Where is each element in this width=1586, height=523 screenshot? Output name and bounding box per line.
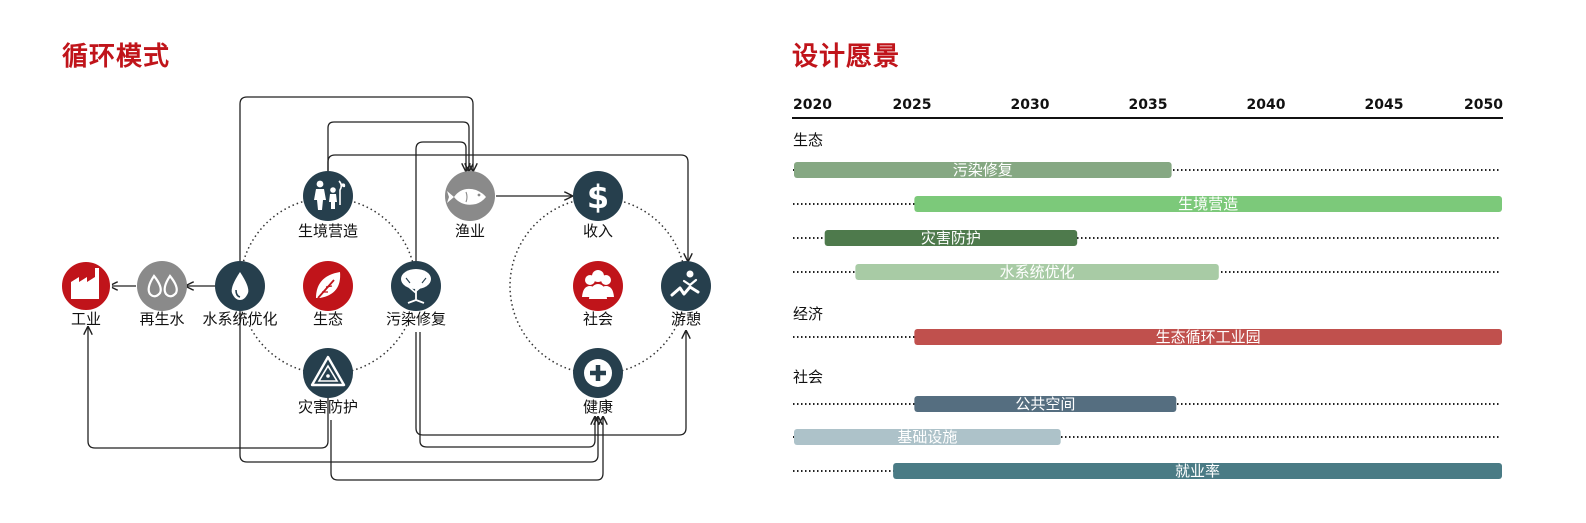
node-fishery: 渔业 [445,171,495,240]
right-title: 设计愿景 [792,42,901,72]
timeline-bar [794,429,1061,445]
label-remediation: 污染修复 [386,310,446,328]
connector-remediation-to-fishery [415,141,466,262]
node-ecology: 生态 [303,261,353,328]
year-tick-label: 2050 [1464,97,1503,113]
year-tick-label: 2045 [1365,97,1404,113]
connector-disaster-to-health [330,417,603,481]
timeline-bar [914,329,1502,345]
group-icon [582,270,614,299]
year-tick-label: 2040 [1247,97,1286,113]
node-remediation: 污染修复 [386,261,446,328]
year-tick-label: 2020 [793,97,832,113]
timeline-bar [794,162,1172,178]
tree-icon [401,269,431,304]
node-health: 健康 [573,348,623,416]
timeline-bar [914,196,1502,212]
timeline-bar-label: 生境营造 [1178,195,1238,213]
label-recreation: 游憩 [671,310,701,328]
label-habitat: 生境营造 [298,222,358,240]
timeline-bar-label: 灾害防护 [921,229,981,247]
dollar-icon: $ [587,178,609,216]
timeline-bar-label: 水系统优化 [1000,263,1075,281]
connector-disaster-to-industry [88,327,329,449]
timeline-bar-label: 基础设施 [897,428,957,446]
people-planting-icon [314,180,346,210]
category-ecology: 生态 [793,131,823,149]
year-tick-label: 2030 [1011,97,1050,113]
plus-icon [584,359,612,387]
node-recreation: 游憩 [661,261,711,328]
leaf-icon [316,272,341,299]
timeline-bar [824,230,1078,246]
label-disaster: 灾害防护 [298,398,358,416]
node-society: 社会 [573,261,623,328]
water-drops-icon [147,274,178,298]
label-ecology: 生态 [313,310,343,328]
fish-icon [447,188,486,205]
label-recycled-water: 再生水 [139,310,184,328]
connector-habitat-to-fishery-a [327,121,469,171]
timeline-bar-label: 公共空间 [1015,395,1075,413]
connector-water-to-health [239,311,598,463]
year-tick-label: 2025 [893,97,932,113]
node-industry: 工业 [60,260,112,328]
category-economy: 经济 [793,305,823,323]
connector-water-to-fishery [239,96,473,262]
label-fishery: 渔业 [455,222,485,240]
label-water-system: 水系统优化 [202,310,277,328]
recreation-icon [670,270,700,297]
timeline-bar-label: 污染修复 [953,161,1013,179]
water-drop-icon [231,272,249,300]
timeline-bar [893,463,1502,479]
node-recycled-water: 再生水 [137,261,187,328]
connector-remediation-to-recreation [415,331,686,436]
node-habitat: 生境营造 [298,171,358,240]
flow-connectors [88,96,688,481]
label-health: 健康 [583,398,613,416]
label-industry: 工业 [71,310,101,328]
node-water-system: 水系统优化 [202,261,278,328]
category-society: 社会 [793,368,823,386]
node-income: $ 收入 [573,171,623,240]
left-title: 循环模式 [62,42,171,72]
warning-icon [310,355,346,387]
timeline-chart: 2020 2025 2030 2035 2040 2045 2050 生态 经济 社会 污染… [792,97,1503,480]
connector-habitat-to-recreation [327,154,688,261]
node-disaster: 灾害防护 [298,348,358,416]
timeline-bar-label: 就业率 [1175,462,1220,480]
year-tick-label: 2035 [1129,97,1168,113]
connector-remediation-to-health [419,332,595,448]
label-income: 收入 [583,222,613,240]
timeline-bar-label: 生态循环工业园 [1156,328,1261,346]
timeline-bar [914,396,1177,412]
label-society: 社会 [583,310,613,328]
factory-icon [71,268,99,299]
timeline-bar [855,264,1219,280]
